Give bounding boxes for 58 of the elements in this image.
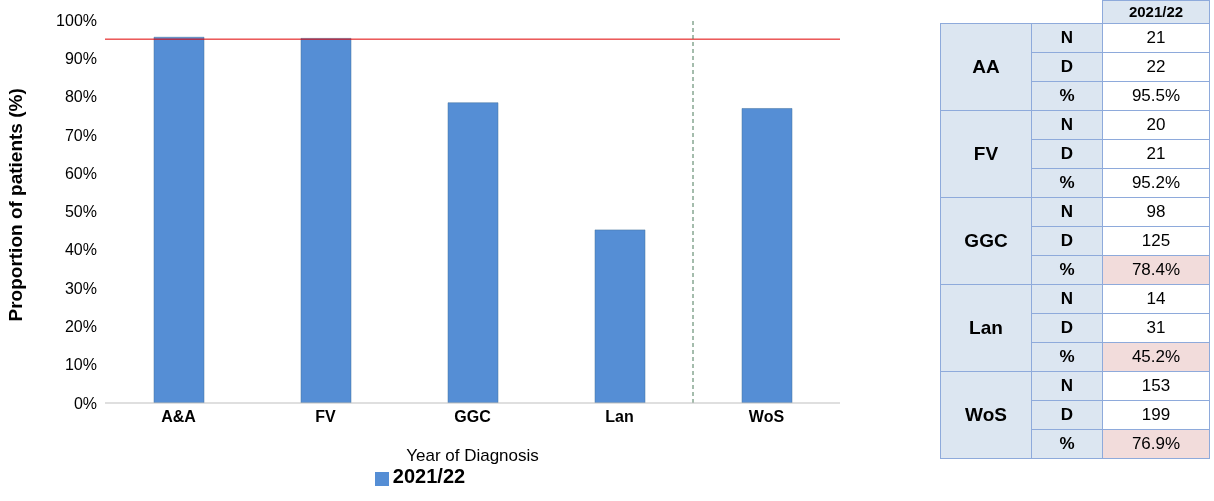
data-label: 22 xyxy=(1102,52,1210,82)
y-tick-label: 30% xyxy=(64,279,97,297)
y2-tick-label: Lan xyxy=(940,284,1032,372)
bar xyxy=(300,38,352,403)
y2-tick-label: FV xyxy=(940,110,1032,198)
x-tick-label: GGC xyxy=(454,408,492,426)
y2-tick-label: AA xyxy=(940,23,1032,111)
data-label: 153 xyxy=(1102,371,1210,401)
y-tick-label: 40% xyxy=(64,241,97,259)
bar xyxy=(153,36,205,403)
data-label: 98 xyxy=(1102,197,1210,227)
y-tick-label: N xyxy=(1031,197,1103,227)
bar xyxy=(594,229,646,403)
y-tick-label: N xyxy=(1031,23,1103,53)
y-tick-label: 50% xyxy=(64,203,97,221)
y-tick-label: % xyxy=(1031,342,1103,372)
y-tick-label: D xyxy=(1031,139,1103,169)
y-tick-label: % xyxy=(1031,429,1103,459)
data-label: 125 xyxy=(1102,226,1210,256)
y-tick-label: N xyxy=(1031,371,1103,401)
y-tick-label: 0% xyxy=(73,394,97,412)
data-label: 31 xyxy=(1102,313,1210,343)
x-tick-label: FV xyxy=(315,408,337,426)
data-label: 14 xyxy=(1102,284,1210,314)
data-label: 20 xyxy=(1102,110,1210,140)
y-tick-label: % xyxy=(1031,255,1103,285)
x-axis-title: Year of Diagnosis xyxy=(406,446,539,465)
y-tick-label: 70% xyxy=(64,126,97,144)
y-tick-label: 90% xyxy=(64,49,97,67)
y-tick-label: 10% xyxy=(64,356,97,374)
y-tick-label: 20% xyxy=(64,318,97,336)
bar xyxy=(447,102,499,403)
y-tick-label: D xyxy=(1031,52,1103,82)
y-tick-label: D xyxy=(1031,313,1103,343)
y-axis-title: Proportion of patients (%) xyxy=(4,88,26,322)
data-label: 21 xyxy=(1102,23,1210,53)
y-tick-label: 80% xyxy=(64,88,97,106)
data-label: 95.2% xyxy=(1102,168,1210,198)
data-label: 21 xyxy=(1102,139,1210,169)
y-tick-label: 60% xyxy=(64,164,97,182)
data-label: 76.9% xyxy=(1102,429,1210,459)
data-label: 95.5% xyxy=(1102,81,1210,111)
x-tick-label: WoS xyxy=(748,408,785,426)
y-tick-label: D xyxy=(1031,226,1103,256)
y-tick-label: % xyxy=(1031,168,1103,198)
x-tick-label: Lan xyxy=(605,408,634,426)
y-tick-label: D xyxy=(1031,400,1103,430)
data-label: 45.2% xyxy=(1102,342,1210,372)
x-tick-label: A&A xyxy=(161,408,197,426)
y-tick-label: % xyxy=(1031,81,1103,111)
data-label: 199 xyxy=(1102,400,1210,430)
legend-label: 2021/22 xyxy=(392,465,466,487)
y-tick-label: N xyxy=(1031,110,1103,140)
data-label: 78.4% xyxy=(1102,255,1210,285)
bar xyxy=(741,108,793,403)
y-tick-label: N xyxy=(1031,284,1103,314)
y-tick-label: 100% xyxy=(56,11,97,29)
y2-tick-label: GGC xyxy=(940,197,1032,285)
